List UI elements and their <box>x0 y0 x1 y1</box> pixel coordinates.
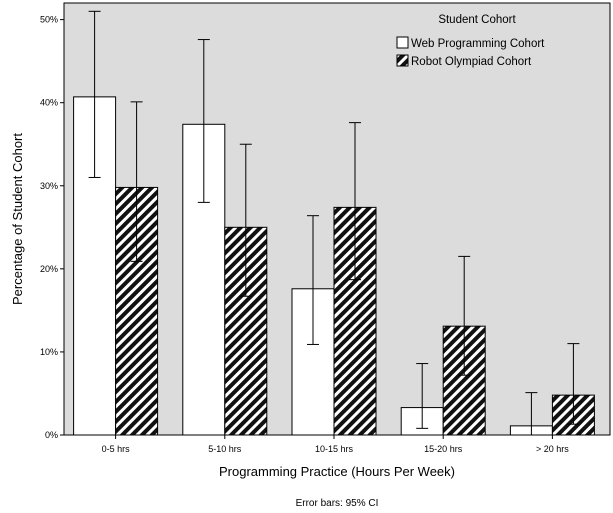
y-tick-label: 10% <box>40 347 58 357</box>
legend-label-web: Web Programming Cohort <box>411 38 545 50</box>
y-tick-label: 40% <box>40 98 58 108</box>
legend-label-robot: Robot Olympiad Cohort <box>411 56 532 68</box>
error-bars <box>88 10 580 436</box>
x-axis: 0-5 hrs 5-10 hrs 10-15 hrs 15-20 hrs > 20 hr… <box>64 434 610 454</box>
legend-swatch-web <box>396 36 409 49</box>
x-tick-label: 15-20 hrs <box>424 444 463 454</box>
y-tick-label: 20% <box>40 264 58 274</box>
x-axis-title: Programming Practice (Hours Per Week) <box>219 464 455 479</box>
y-tick-label: 0% <box>45 430 58 440</box>
y-tick-label: 30% <box>40 181 58 191</box>
y-tick-label: 50% <box>40 15 58 25</box>
x-tick-label: 10-15 hrs <box>315 444 354 454</box>
footnote: Error bars: 95% CI <box>296 498 379 509</box>
x-tick-label: 0-5 hrs <box>102 444 131 454</box>
y-axis: 0% 10% 20% 30% 40% 50% <box>40 15 64 440</box>
y-axis-title: Percentage of Student Cohort <box>10 133 25 305</box>
x-tick-label: > 20 hrs <box>536 444 569 454</box>
x-tick-label: 5-10 hrs <box>208 444 242 454</box>
legend-swatch-robot <box>396 54 409 67</box>
legend-title: Student Cohort <box>438 14 516 26</box>
legend: Student Cohort Web Programming Cohort Ro… <box>396 14 545 68</box>
